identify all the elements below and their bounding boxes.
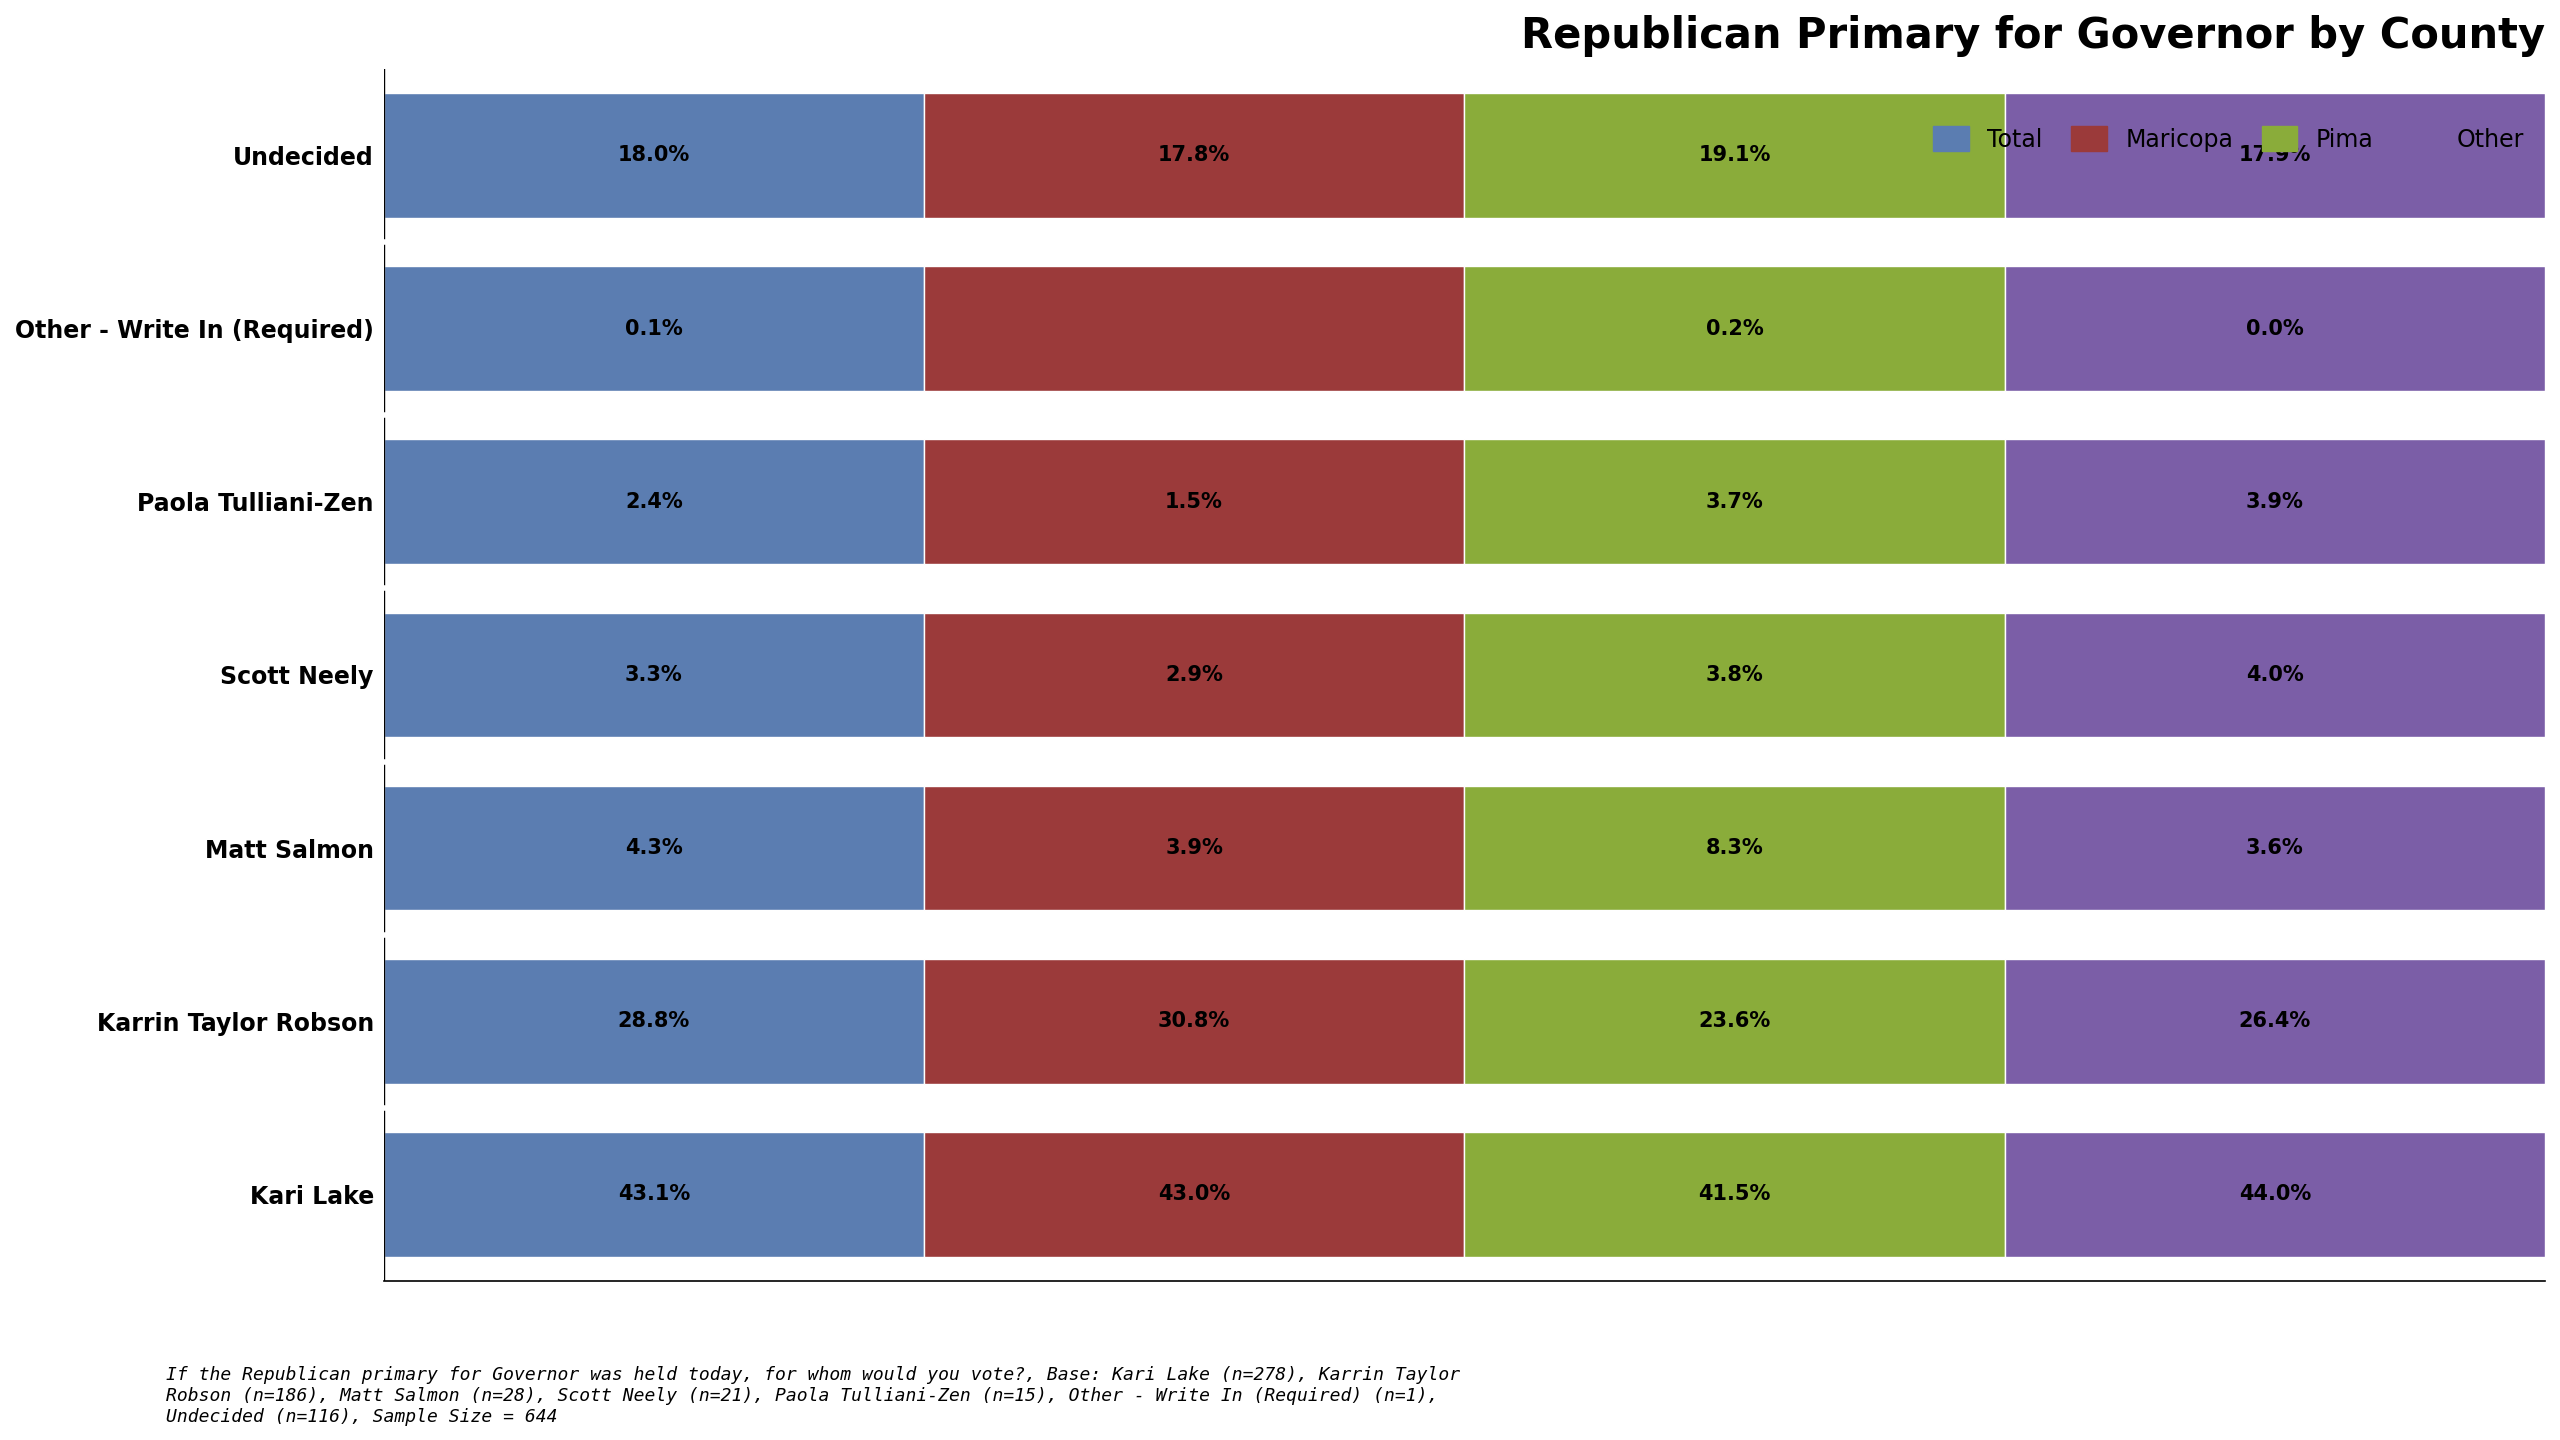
Text: 43.0%: 43.0% <box>1157 1185 1231 1204</box>
Text: 8.3%: 8.3% <box>1705 838 1764 858</box>
Bar <box>924 439 1464 564</box>
Text: 44.0%: 44.0% <box>2237 1185 2312 1204</box>
Bar <box>384 94 924 217</box>
Text: 18.0%: 18.0% <box>617 145 689 166</box>
Text: 0.0%: 0.0% <box>2245 318 2304 338</box>
Bar <box>924 612 1464 737</box>
Text: 28.8%: 28.8% <box>617 1011 689 1031</box>
Bar <box>924 266 1464 390</box>
Text: 26.4%: 26.4% <box>2237 1011 2312 1031</box>
Bar <box>1464 1132 2004 1257</box>
Text: 3.6%: 3.6% <box>2245 838 2304 858</box>
Text: 1.5%: 1.5% <box>1165 491 1224 511</box>
Text: 3.9%: 3.9% <box>2245 491 2304 511</box>
Text: 23.6%: 23.6% <box>1697 1011 1772 1031</box>
Bar <box>384 439 924 564</box>
Bar <box>2004 439 2545 564</box>
Text: 19.1%: 19.1% <box>1697 145 1772 166</box>
Bar <box>384 612 924 737</box>
Bar <box>1464 959 2004 1083</box>
Text: Republican Primary for Governor by County: Republican Primary for Governor by Count… <box>1521 14 2545 58</box>
Text: 3.3%: 3.3% <box>625 665 684 685</box>
Bar <box>384 1132 924 1257</box>
Bar <box>384 266 924 390</box>
Text: 4.0%: 4.0% <box>2245 665 2304 685</box>
Legend: Total, Maricopa, Pima, Other: Total, Maricopa, Pima, Other <box>1923 117 2534 161</box>
Text: 3.7%: 3.7% <box>1705 491 1764 511</box>
Text: 0.1%: 0.1% <box>625 318 684 338</box>
Text: 43.1%: 43.1% <box>617 1185 689 1204</box>
Text: If the Republican primary for Governor was held today, for whom would you vote?,: If the Republican primary for Governor w… <box>166 1367 1462 1426</box>
Bar <box>1464 786 2004 910</box>
Text: 17.8%: 17.8% <box>1157 145 1231 166</box>
Bar <box>1464 612 2004 737</box>
Text: 0.2%: 0.2% <box>1705 318 1764 338</box>
Bar <box>2004 1132 2545 1257</box>
Bar <box>2004 266 2545 390</box>
Bar <box>2004 959 2545 1083</box>
Text: 3.9%: 3.9% <box>1165 838 1224 858</box>
Text: 41.5%: 41.5% <box>1697 1185 1772 1204</box>
Bar <box>924 94 1464 217</box>
Bar <box>2004 786 2545 910</box>
Text: 30.8%: 30.8% <box>1157 1011 1231 1031</box>
Bar <box>924 959 1464 1083</box>
Text: 17.9%: 17.9% <box>2237 145 2312 166</box>
Text: 4.3%: 4.3% <box>625 838 684 858</box>
Bar <box>384 786 924 910</box>
Bar <box>384 959 924 1083</box>
Text: 2.9%: 2.9% <box>1165 665 1224 685</box>
Bar <box>1464 439 2004 564</box>
Bar <box>924 786 1464 910</box>
Bar <box>1464 266 2004 390</box>
Bar <box>1464 94 2004 217</box>
Bar <box>2004 94 2545 217</box>
Bar <box>924 1132 1464 1257</box>
Bar <box>2004 612 2545 737</box>
Text: 3.8%: 3.8% <box>1705 665 1764 685</box>
Text: 2.4%: 2.4% <box>625 491 684 511</box>
